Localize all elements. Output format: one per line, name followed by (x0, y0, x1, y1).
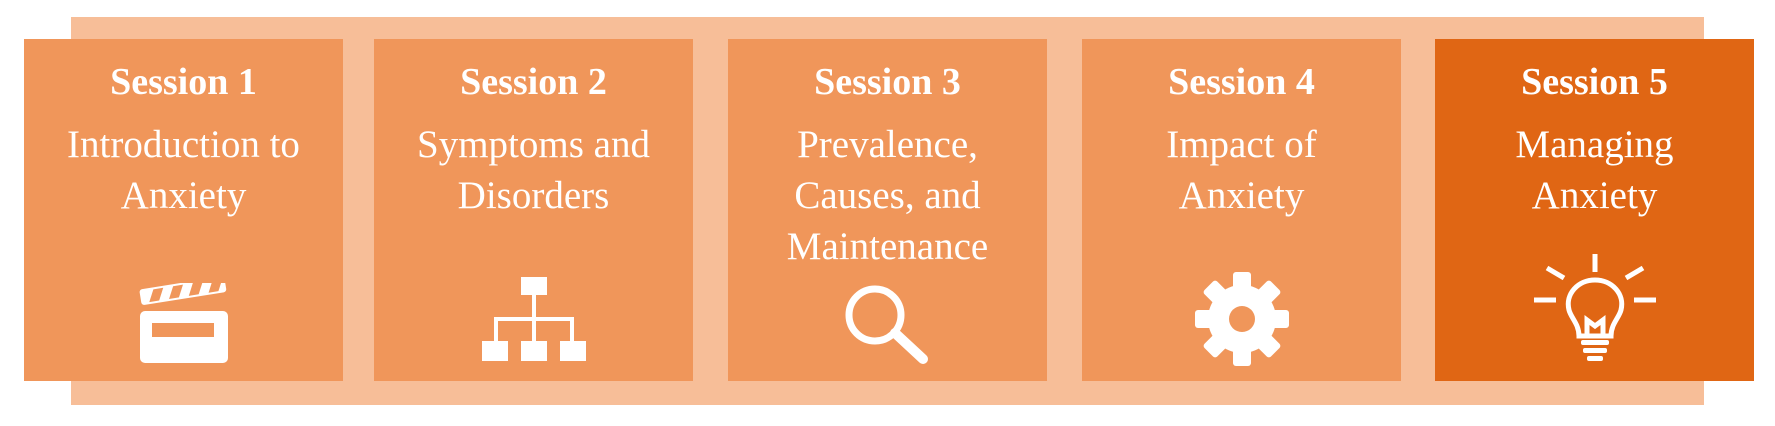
session-subtitle: Impact of Anxiety (1166, 123, 1317, 217)
session-subtitle: Introduction to Anxiety (67, 123, 300, 217)
session-card-1: Session 1 Introduction to Anxiety (24, 39, 343, 381)
session-card-4: Session 4 Impact of Anxiety (1082, 39, 1401, 381)
session-subtitle: Symptoms and Disorders (417, 123, 650, 217)
session-subtitle: Prevalence, Causes, and Maintenance (786, 123, 989, 268)
session-title: Session 5 (1521, 61, 1668, 103)
session-title: Session 3 (814, 61, 961, 103)
session-card-2: Session 2 Symptoms and Disorders (374, 39, 693, 381)
lightbulb-icon (1532, 252, 1658, 364)
hierarchy-icon (481, 277, 586, 363)
session-card-5: Session 5 Managing Anxiety (1435, 39, 1754, 381)
clapperboard-icon (136, 283, 232, 365)
magnifier-icon (843, 283, 933, 365)
session-title: Session 2 (460, 61, 607, 103)
session-title: Session 4 (1168, 61, 1315, 103)
gear-icon (1194, 271, 1290, 367)
session-subtitle: Managing Anxiety (1515, 123, 1674, 217)
session-title: Session 1 (110, 61, 257, 103)
session-card-3: Session 3 Prevalence, Causes, and Mainte… (728, 39, 1047, 381)
